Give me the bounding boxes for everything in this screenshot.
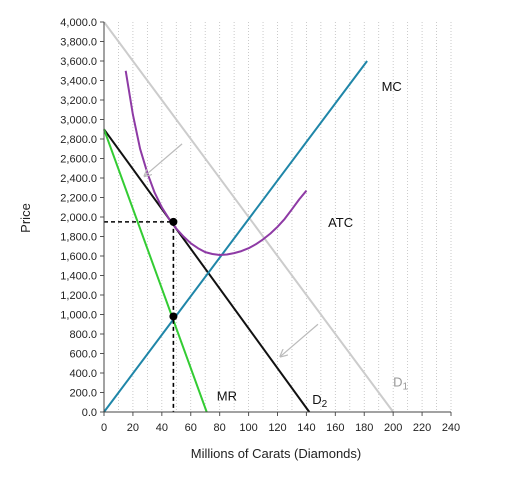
y-tick-label: 0.0 [82, 407, 97, 419]
series-label-d1: D1 [393, 375, 408, 393]
y-tick-label: 2,400.0 [60, 173, 97, 185]
guides-layer [104, 143, 319, 412]
x-tick-label: 60 [185, 422, 197, 434]
y-tick-label: 2,200.0 [60, 193, 97, 205]
series-line-d1 [103, 21, 395, 413]
x-tick-label: 180 [355, 422, 373, 434]
y-tick-label: 3,200.0 [60, 95, 97, 107]
x-tick-label: 100 [239, 422, 257, 434]
series-label-d2: D2 [312, 392, 327, 410]
x-tick-labels: 0 20 40 60 80 100 120 140 160 180 200 220 240 [101, 422, 460, 434]
y-tick-label: 600.0 [69, 349, 97, 361]
grid-lines [118, 22, 452, 412]
y-tick-label: 1,400.0 [60, 271, 97, 283]
series-label-atc: ATC [328, 215, 353, 230]
x-tick-label: 80 [214, 422, 226, 434]
y-tick-label: 400.0 [69, 368, 97, 380]
x-tick-label: 240 [442, 422, 460, 434]
y-tick-label: 1,000.0 [60, 310, 97, 322]
series-label-mr: MR [217, 388, 237, 403]
series-line-mc [103, 60, 368, 413]
series-layer [103, 21, 395, 413]
shift-arrow [280, 323, 319, 356]
x-tick-label: 0 [101, 422, 107, 434]
series-line-mr [103, 128, 208, 413]
x-tick-label: 200 [384, 422, 402, 434]
data-point [169, 312, 178, 321]
axes [100, 21, 452, 416]
data-point [169, 217, 178, 226]
series-labels: D1 D2 MR MC ATC [217, 79, 409, 410]
y-tick-label: 1,200.0 [60, 290, 97, 302]
series-label-mc: MC [382, 79, 402, 94]
series-line-d2 [103, 128, 311, 413]
x-tick-label: 220 [413, 422, 431, 434]
x-tick-label: 120 [268, 422, 286, 434]
x-tick-label: 160 [326, 422, 344, 434]
y-tick-label: 2,800.0 [60, 134, 97, 146]
y-tick-label: 2,000.0 [60, 212, 97, 224]
y-tick-labels: 0.0 200.0 400.0 600.0 800.0 1,000.0 1,200.0 1,4… [60, 17, 97, 419]
y-tick-label: 3,800.0 [60, 37, 97, 49]
x-tick-label: 140 [297, 422, 315, 434]
shift-arrow [144, 143, 183, 176]
y-tick-label: 3,600.0 [60, 56, 97, 68]
y-axis-title: Price [18, 203, 33, 233]
x-tick-label: 40 [156, 422, 168, 434]
y-tick-label: 3,000.0 [60, 115, 97, 127]
series-line-atc [124, 70, 308, 256]
y-tick-label: 3,400.0 [60, 76, 97, 88]
y-tick-label: 1,600.0 [60, 251, 97, 263]
x-tick-label: 20 [127, 422, 139, 434]
y-tick-label: 2,600.0 [60, 154, 97, 166]
y-tick-label: 4,000.0 [60, 17, 97, 29]
y-tick-label: 800.0 [69, 329, 97, 341]
y-tick-label: 200.0 [69, 388, 97, 400]
y-tick-label: 1,800.0 [60, 232, 97, 244]
x-axis-title: Millions of Carats (Diamonds) [191, 446, 362, 461]
